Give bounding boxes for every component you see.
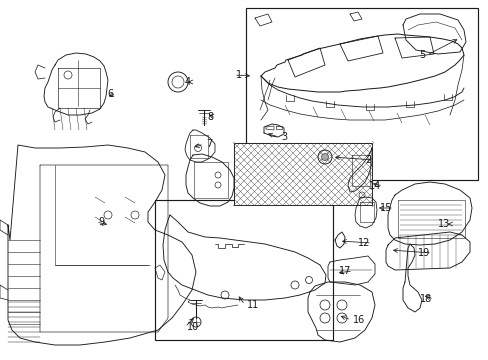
Text: 14: 14 [368, 181, 380, 191]
Text: 12: 12 [357, 238, 369, 248]
Text: 7: 7 [205, 139, 212, 149]
Text: 9: 9 [98, 217, 104, 227]
Text: 8: 8 [206, 112, 213, 122]
Text: 13: 13 [437, 219, 449, 229]
Text: 10: 10 [186, 322, 199, 332]
Text: 18: 18 [419, 294, 431, 304]
Text: 15: 15 [379, 203, 391, 213]
Text: 4: 4 [184, 77, 191, 87]
Circle shape [321, 153, 328, 161]
Text: 2: 2 [365, 155, 371, 165]
Text: 16: 16 [352, 315, 365, 325]
Text: 1: 1 [236, 70, 242, 80]
Bar [234, 143, 371, 205]
Text: 11: 11 [246, 300, 259, 310]
Text: 17: 17 [338, 266, 350, 276]
Text: 19: 19 [417, 248, 429, 258]
Bar [155, 200, 332, 340]
Text: 6: 6 [108, 89, 114, 99]
Text: 5: 5 [418, 50, 424, 60]
Text: 3: 3 [281, 132, 286, 142]
Bar [245, 8, 477, 180]
